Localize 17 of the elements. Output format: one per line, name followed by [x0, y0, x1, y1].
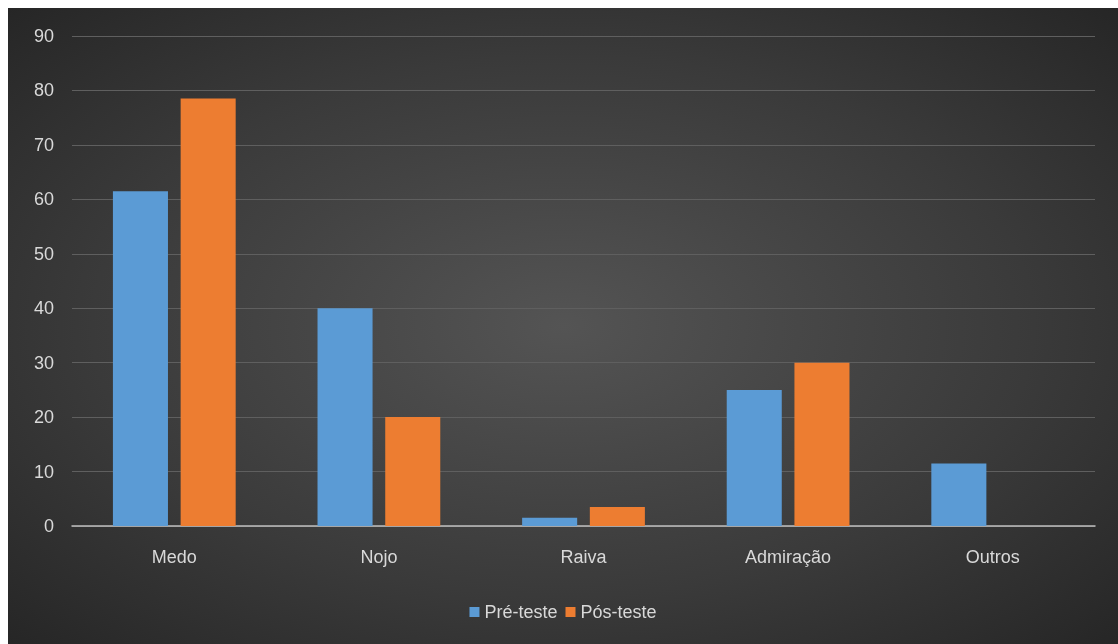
- y-tick-label: 0: [43, 516, 54, 536]
- y-tick-label: 20: [33, 407, 54, 428]
- x-tick-label: Outros: [965, 547, 1020, 567]
- legend-label: Pré-teste: [484, 602, 558, 622]
- legend-label: Pós-teste: [580, 602, 657, 622]
- y-tick-label: 30: [33, 352, 54, 373]
- x-tick-label: Admiração: [745, 547, 832, 567]
- y-tick-label: 60: [33, 189, 54, 210]
- y-tick-label: 80: [33, 80, 54, 101]
- y-tick-label: 50: [33, 243, 54, 264]
- x-tick-label: Nojo: [360, 547, 398, 567]
- x-tick-label: Raiva: [560, 547, 608, 567]
- x-tick-label: Medo: [151, 547, 197, 567]
- y-tick-label: 10: [33, 461, 54, 482]
- y-tick-label: 70: [33, 134, 54, 155]
- y-tick-label: 90: [33, 26, 54, 46]
- y-tick-label: 40: [33, 298, 54, 319]
